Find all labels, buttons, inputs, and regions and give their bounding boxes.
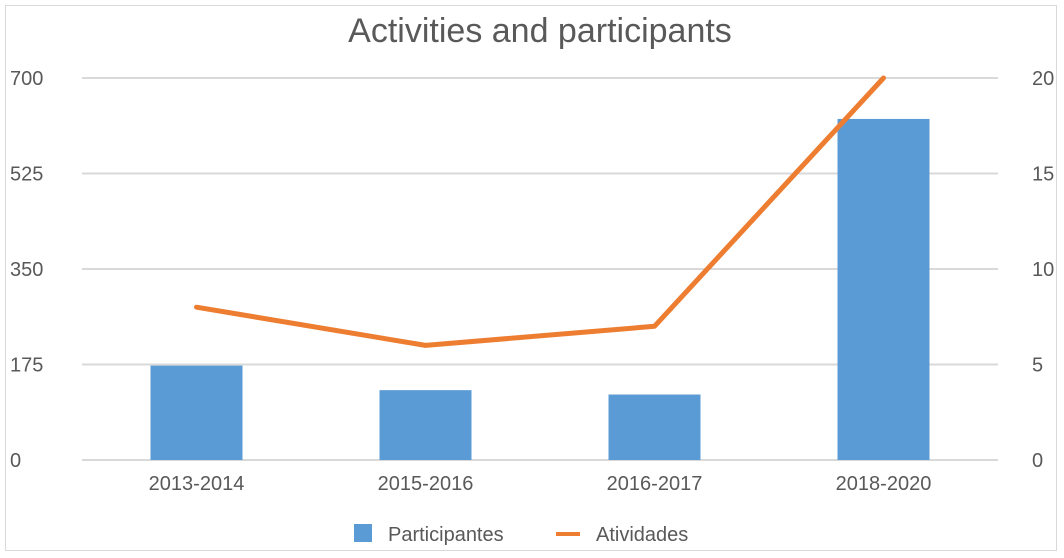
bar-series (150, 118, 930, 460)
right-axis-tick-label: 10 (1032, 259, 1054, 281)
left-axis-tick-label: 700 (10, 68, 43, 90)
right-axis-tick-label: 5 (1032, 355, 1043, 377)
legend-label-line: Atividades (596, 524, 688, 546)
x-axis-tick-label: 2015-2016 (378, 473, 474, 495)
line-series (194, 75, 886, 348)
bar (608, 394, 701, 460)
bar (150, 365, 243, 460)
left-axis-tick-label: 525 (10, 164, 43, 186)
legend-label-bar: Participantes (388, 524, 504, 546)
left-axis-tick-label: 175 (10, 355, 43, 377)
right-axis-ticks: 0 5 10 15 20 (1032, 68, 1054, 472)
series-line-atividades (194, 75, 886, 348)
left-axis-tick-label: 0 (10, 450, 21, 472)
left-axis-ticks: 0 175 350 525 700 (10, 68, 43, 472)
chart-title: Activities and participants (348, 12, 732, 50)
x-axis-ticks: 2013-2014 2015-2016 2016-2017 2018-2020 (149, 473, 932, 495)
left-axis-tick-label: 350 (10, 259, 43, 281)
x-axis-tick-label: 2018-2020 (836, 473, 932, 495)
legend-swatch-bar (354, 524, 372, 542)
right-axis-tick-label: 20 (1032, 68, 1054, 90)
right-axis-tick-label: 15 (1032, 164, 1054, 186)
right-axis-tick-label: 0 (1032, 450, 1043, 472)
x-axis-tick-label: 2013-2014 (149, 473, 245, 495)
x-axis-tick-label: 2016-2017 (607, 473, 703, 495)
bar (379, 390, 472, 460)
bar (837, 118, 930, 460)
legend: Participantes Atividades (354, 524, 688, 546)
